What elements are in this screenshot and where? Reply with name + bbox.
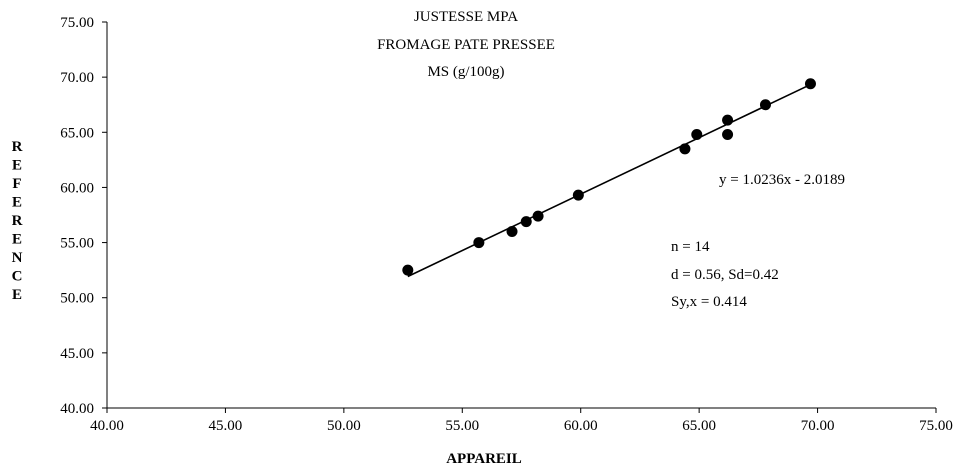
y-axis-title-letter: E xyxy=(12,195,22,211)
x-tick-label: 60.00 xyxy=(564,418,598,434)
data-point xyxy=(691,128,703,140)
data-point xyxy=(722,114,734,126)
data-points xyxy=(402,78,816,276)
data-point xyxy=(402,264,414,276)
y-axis-title-letter: R xyxy=(12,139,23,155)
title-line-2: FROMAGE PATE PRESSEE xyxy=(377,37,555,53)
syx-stat: Sy,x = 0.414 xyxy=(671,294,747,310)
y-tick-label: 55.00 xyxy=(60,236,94,252)
tick-labels: 40.00 45.00 50.00 55.00 60.00 65.00 70.00 75.00… xyxy=(60,15,953,434)
annotations: y = 1.0236x - 2.0189 n = 14 d = 0.56, Sd… xyxy=(671,172,845,310)
y-axis-title-letter: N xyxy=(12,250,23,266)
y-tick-label: 65.00 xyxy=(60,125,94,141)
data-point xyxy=(759,99,771,111)
tick-marks xyxy=(102,21,937,413)
chart-title: JUSTESSE MPA FROMAGE PATE PRESSEE MS (g/… xyxy=(377,9,555,80)
y-axis-title-letter: E xyxy=(12,287,22,303)
data-point xyxy=(804,78,816,90)
data-point xyxy=(572,189,584,201)
x-tick-label: 70.00 xyxy=(801,418,835,434)
x-axis-title: APPAREIL xyxy=(446,451,522,467)
y-axis-title-letter: R xyxy=(12,213,23,229)
x-tick-label: 50.00 xyxy=(327,418,361,434)
y-tick-label: 45.00 xyxy=(60,346,94,362)
y-axis-title-letter: E xyxy=(12,158,22,174)
y-axis-title-letter: C xyxy=(12,269,23,285)
y-axis-title-letter: F xyxy=(12,176,21,192)
x-tick-label: 55.00 xyxy=(445,418,479,434)
data-point xyxy=(679,143,691,155)
x-tick-label: 75.00 xyxy=(919,418,953,434)
data-point xyxy=(520,216,532,228)
d-sd-stat: d = 0.56, Sd=0.42 xyxy=(671,267,779,283)
x-tick-label: 45.00 xyxy=(209,418,243,434)
regression-equation: y = 1.0236x - 2.0189 xyxy=(719,172,845,188)
y-tick-label: 60.00 xyxy=(60,180,94,196)
y-tick-label: 40.00 xyxy=(60,401,94,417)
y-tick-label: 70.00 xyxy=(60,70,94,86)
y-tick-label: 50.00 xyxy=(60,291,94,307)
data-point xyxy=(506,226,518,238)
data-point xyxy=(722,128,734,140)
x-tick-label: 65.00 xyxy=(682,418,716,434)
data-point xyxy=(532,210,544,222)
x-tick-label: 40.00 xyxy=(90,418,124,434)
y-axis-title-letter: E xyxy=(12,232,22,248)
y-tick-label: 75.00 xyxy=(60,15,94,31)
n-stat: n = 14 xyxy=(671,239,710,255)
axes xyxy=(106,22,936,409)
title-line-1: JUSTESSE MPA xyxy=(414,9,518,25)
title-line-3: MS (g/100g) xyxy=(427,64,504,80)
data-point xyxy=(473,237,485,249)
